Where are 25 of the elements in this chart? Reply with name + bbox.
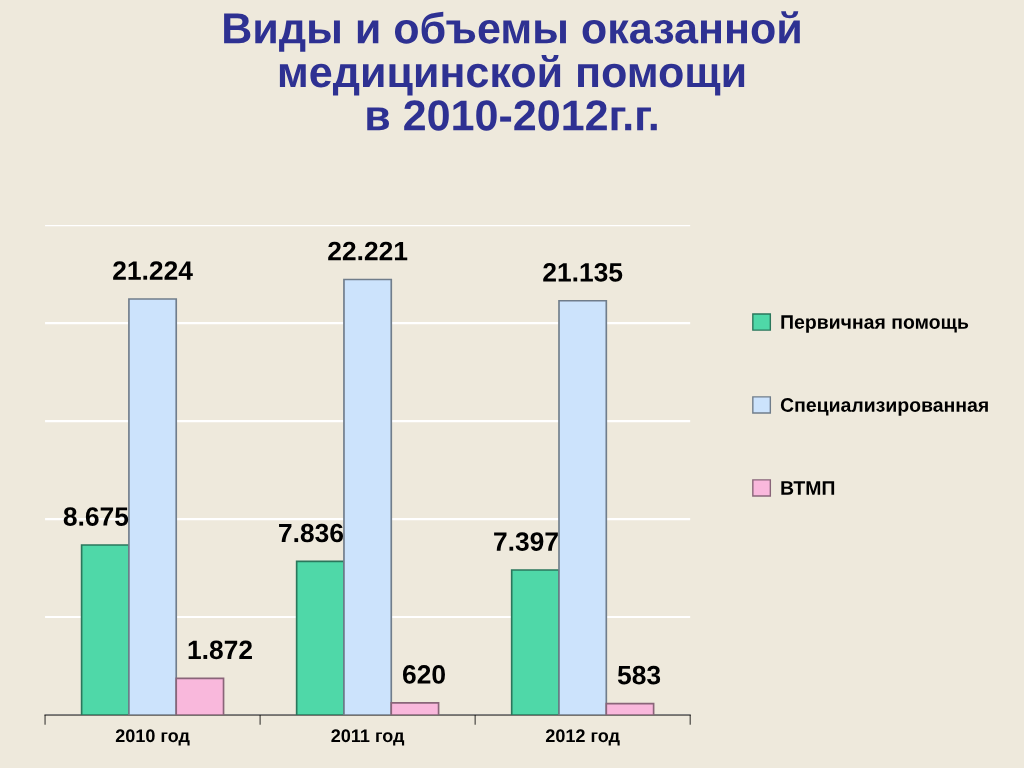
data-label: 583 bbox=[617, 665, 661, 685]
legend-label: ВТМП bbox=[781, 481, 835, 495]
x-tick-label: 2011 год bbox=[331, 729, 405, 746]
bar bbox=[128, 298, 178, 716]
bar bbox=[510, 569, 560, 716]
legend-label: Специализированная bbox=[780, 398, 988, 416]
bar bbox=[295, 560, 345, 716]
bar bbox=[558, 299, 608, 716]
data-label: 21.135 bbox=[543, 262, 623, 282]
data-label: 620 bbox=[402, 665, 445, 684]
data-label: 1.872 bbox=[188, 640, 252, 660]
data-label: 8.675 bbox=[63, 507, 129, 526]
data-label: 22.221 bbox=[328, 241, 408, 261]
bar bbox=[80, 544, 130, 716]
bar bbox=[390, 702, 440, 716]
data-label: 7.836 bbox=[279, 523, 344, 543]
x-tick-label: 2010 год bbox=[115, 729, 190, 746]
chart-title: Виды и объемы оказанной медицинской помощи в 2010-2012г.г. bbox=[224, 11, 800, 131]
bar bbox=[343, 278, 393, 716]
bar bbox=[175, 677, 225, 716]
x-tick-label: 2012 год bbox=[545, 729, 620, 746]
data-label: 21.224 bbox=[113, 261, 193, 280]
bar bbox=[605, 702, 655, 716]
legend-label: Первичная помощь bbox=[781, 315, 969, 333]
data-label: 7.397 bbox=[494, 532, 558, 551]
